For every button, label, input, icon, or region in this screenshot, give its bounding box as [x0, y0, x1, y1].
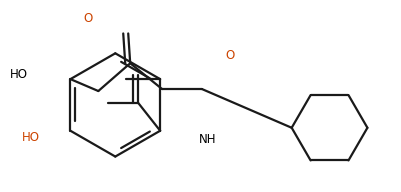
Text: HO: HO — [22, 131, 40, 144]
Text: O: O — [225, 49, 235, 62]
Text: HO: HO — [10, 68, 28, 81]
Text: O: O — [84, 12, 93, 25]
Text: NH: NH — [199, 133, 217, 146]
